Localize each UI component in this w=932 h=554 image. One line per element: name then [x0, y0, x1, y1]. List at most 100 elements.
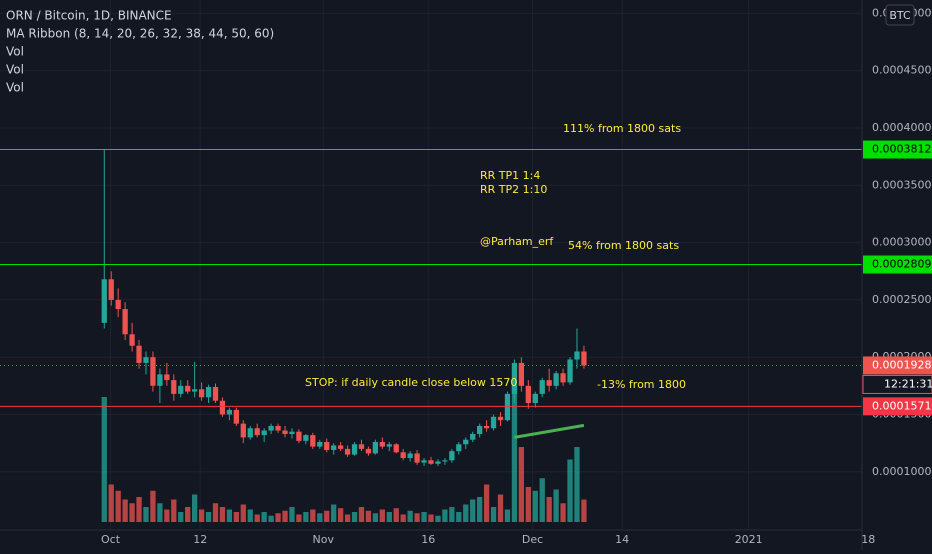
- y-tick-label: 0.0003000: [872, 236, 932, 249]
- axes: 0.00010000.00015000.00020000.00025000.00…: [101, 6, 932, 546]
- candle-body: [442, 460, 448, 462]
- volume-bar: [525, 487, 531, 522]
- volume-bar: [365, 510, 372, 522]
- annotation: RR TP2 1:10: [480, 183, 547, 196]
- candle-body: [240, 423, 246, 438]
- candle-body: [525, 385, 531, 404]
- volume-bar: [275, 513, 281, 522]
- x-tick-label: Dec: [522, 533, 543, 546]
- currency-badge-label[interactable]: BTC: [889, 9, 911, 22]
- volume-bar: [477, 497, 483, 522]
- countdown-box: [862, 374, 932, 394]
- candle-body: [122, 309, 128, 335]
- volume-bar: [414, 513, 420, 522]
- volume-bar: [219, 507, 226, 522]
- candle-body: [303, 435, 309, 441]
- volume-bar: [136, 497, 142, 522]
- volume-bar: [337, 508, 344, 522]
- x-tick-label: 12: [193, 533, 207, 546]
- annotation: RR TP1 1:4: [480, 169, 540, 182]
- volume-bar: [331, 504, 337, 522]
- level-label-box: [863, 140, 932, 159]
- candle-body: [490, 416, 497, 429]
- volume-bar: [504, 509, 511, 522]
- candle-body: [233, 409, 239, 424]
- candle-body: [310, 435, 316, 447]
- volume-bar: [261, 512, 267, 522]
- candle-body: [331, 445, 337, 451]
- candle-body: [435, 461, 441, 464]
- volume-bar: [449, 507, 455, 522]
- level-label: 0.0002809: [872, 257, 932, 270]
- candle-body: [164, 374, 170, 381]
- chart-title: ORN / Bitcoin, 1D, BINANCE: [6, 9, 172, 23]
- volume-bar: [129, 503, 135, 522]
- volume-bar: [303, 512, 309, 522]
- candle-body: [136, 345, 142, 363]
- candle-body: [539, 380, 545, 394]
- volume-bar: [351, 512, 358, 522]
- x-tick-label: 2021: [735, 533, 763, 546]
- candle-body: [358, 444, 365, 449]
- volume-bar: [192, 494, 198, 522]
- volume-bar: [532, 490, 538, 522]
- volume-bar: [539, 478, 545, 522]
- volume-bar: [254, 514, 260, 522]
- volume-bar: [178, 512, 184, 522]
- x-tick-label: 16: [421, 533, 435, 546]
- candle-body: [157, 374, 163, 386]
- volume-bar: [344, 514, 351, 522]
- y-tick-label: 0.0003500: [872, 178, 932, 191]
- volume-bar: [108, 484, 114, 522]
- indicator-label: Vol: [6, 81, 24, 95]
- volume-bar: [282, 510, 288, 522]
- indicator-label: Vol: [6, 45, 24, 59]
- level-label: 0.0001571: [872, 399, 932, 412]
- candle-body: [581, 351, 587, 366]
- volume-bar: [553, 489, 559, 522]
- volume-bar: [483, 484, 490, 522]
- candle-body: [400, 452, 406, 459]
- candle-body: [449, 451, 455, 461]
- x-tick-label: 18: [861, 533, 875, 546]
- annotation: 54% from 1800 sats: [568, 239, 679, 252]
- candle-body: [115, 299, 121, 310]
- volume-bar: [407, 510, 413, 522]
- volume-bar: [379, 509, 385, 522]
- volume-bar: [296, 514, 302, 522]
- candle-body: [296, 431, 302, 441]
- indicator-label: Vol: [6, 63, 24, 77]
- y-tick-label: 0.0002500: [872, 293, 932, 306]
- candle-body: [372, 441, 379, 454]
- candle-body: [185, 385, 191, 392]
- candle-body: [393, 444, 399, 453]
- plot: [0, 149, 862, 522]
- volume-bar: [310, 509, 316, 522]
- level-label-box: [863, 397, 932, 416]
- candle-body: [470, 433, 476, 440]
- candle-body: [546, 380, 552, 386]
- candle-body: [574, 351, 580, 360]
- volume-bar: [185, 507, 191, 522]
- candle-body: [268, 425, 274, 431]
- volume-bar: [226, 509, 233, 522]
- volume-bar: [490, 507, 497, 522]
- candle-body: [421, 460, 427, 463]
- candle-body: [567, 359, 573, 383]
- candle-body: [386, 444, 392, 447]
- x-tick-label: Nov: [313, 533, 335, 546]
- candle-body: [456, 444, 462, 452]
- x-tick-label: Oct: [101, 533, 121, 546]
- volume-bar: [567, 459, 573, 522]
- candle-body: [483, 425, 490, 429]
- candle-body: [212, 386, 219, 401]
- currency-badge[interactable]: [885, 4, 915, 26]
- volume-bar: [463, 504, 469, 522]
- volume-bar: [122, 499, 128, 522]
- candle-body: [198, 389, 205, 398]
- candle-body: [407, 453, 413, 459]
- trend-line: [514, 423, 585, 439]
- candle-body: [282, 430, 288, 434]
